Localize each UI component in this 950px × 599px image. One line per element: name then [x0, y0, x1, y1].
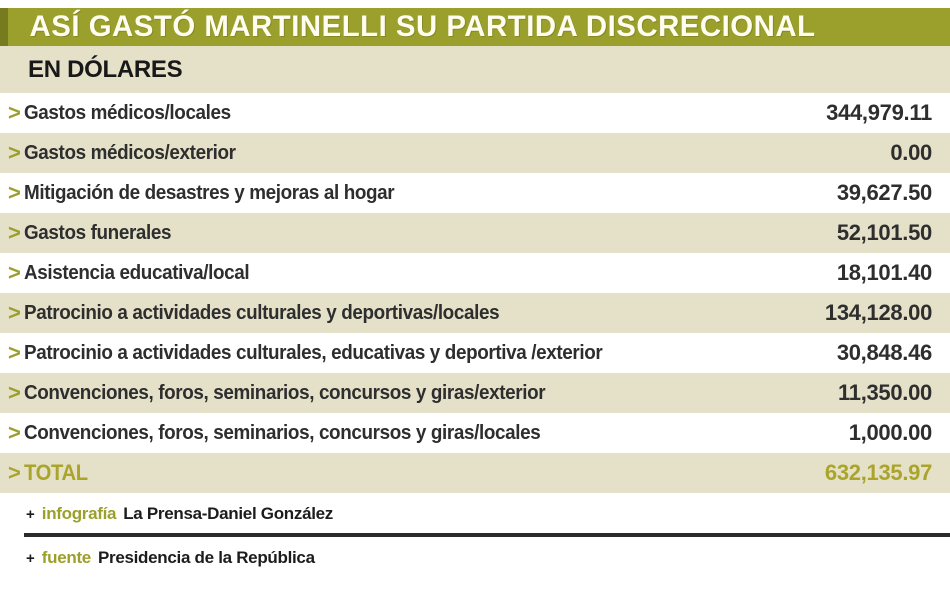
source-label: fuente — [41, 548, 92, 567]
divider-rule — [24, 533, 950, 537]
row-label: Patrocinio a actividades culturales y de… — [24, 301, 500, 324]
source-text: Presidencia de la República — [97, 548, 315, 567]
table-row: > Mitigación de desastres y mejoras al h… — [0, 173, 950, 213]
row-label: Gastos médicos/exterior — [24, 141, 236, 164]
table-row: > Patrocinio a actividades culturales y … — [0, 293, 950, 333]
page-title: ASÍ GASTÓ MARTINELLI SU PARTIDA DISCRECI… — [29, 10, 816, 43]
chevron-icon: > — [8, 140, 21, 165]
table-row: > Gastos médicos/locales 344,979.11 — [0, 93, 950, 133]
table-row: > Patrocinio a actividades culturales, e… — [0, 333, 950, 373]
chevron-icon: > — [8, 100, 21, 125]
infographic-page: ASÍ GASTÓ MARTINELLI SU PARTIDA DISCRECI… — [0, 8, 950, 599]
total-label: TOTAL — [24, 460, 88, 485]
table-row: > Gastos funerales 52,101.50 — [0, 213, 950, 253]
row-value: 39,627.50 — [836, 180, 932, 205]
row-label: Patrocinio a actividades culturales, edu… — [24, 341, 603, 364]
table-row: > Gastos médicos/exterior 0.00 — [0, 133, 950, 173]
row-value: 52,101.50 — [836, 220, 932, 245]
credit-label: infografía — [41, 504, 117, 523]
row-label: Convenciones, foros, seminarios, concurs… — [24, 421, 541, 444]
table-row: > Convenciones, foros, seminarios, concu… — [0, 373, 950, 413]
row-label: Mitigación de desastres y mejoras al hog… — [24, 181, 395, 204]
row-value: 0.00 — [890, 140, 932, 165]
currency-subtitle: EN DÓLARES — [28, 55, 183, 83]
total-row: > TOTAL 632,135.97 — [0, 453, 950, 493]
chevron-icon: > — [8, 380, 21, 405]
expense-table: > Gastos médicos/locales 344,979.11 > Ga… — [0, 93, 950, 453]
chevron-icon: > — [8, 220, 21, 245]
chevron-icon: > — [8, 260, 21, 285]
row-label: Gastos funerales — [24, 221, 172, 244]
chevron-icon: > — [8, 460, 21, 485]
row-value: 1,000.00 — [848, 420, 933, 445]
credit-text: La Prensa-Daniel González — [123, 504, 334, 523]
row-label: Gastos médicos/locales — [24, 101, 231, 124]
chevron-icon: > — [8, 340, 21, 365]
chevron-icon: > — [8, 300, 21, 325]
table-row: > Asistencia educativa/local 18,101.40 — [0, 253, 950, 293]
chevron-icon: > — [8, 180, 21, 205]
plus-icon: + — [26, 550, 35, 567]
row-value: 30,848.46 — [836, 340, 932, 365]
row-value: 11,350.00 — [838, 380, 932, 405]
row-value: 134,128.00 — [824, 300, 932, 325]
table-row: > Convenciones, foros, seminarios, concu… — [0, 413, 950, 453]
row-value: 344,979.11 — [826, 100, 932, 125]
row-label: Convenciones, foros, seminarios, concurs… — [24, 381, 546, 404]
row-label: Asistencia educativa/local — [24, 261, 250, 284]
chevron-icon: > — [8, 420, 21, 445]
credit-line: + infografía La Prensa-Daniel González — [0, 504, 950, 528]
plus-icon: + — [26, 506, 35, 523]
total-value: 632,135.97 — [824, 460, 932, 485]
row-value: 18,101.40 — [836, 260, 932, 285]
source-line: + fuente Presidencia de la República — [0, 548, 950, 572]
subtitle-bar: EN DÓLARES — [0, 46, 950, 93]
title-bar: ASÍ GASTÓ MARTINELLI SU PARTIDA DISCRECI… — [0, 8, 950, 46]
